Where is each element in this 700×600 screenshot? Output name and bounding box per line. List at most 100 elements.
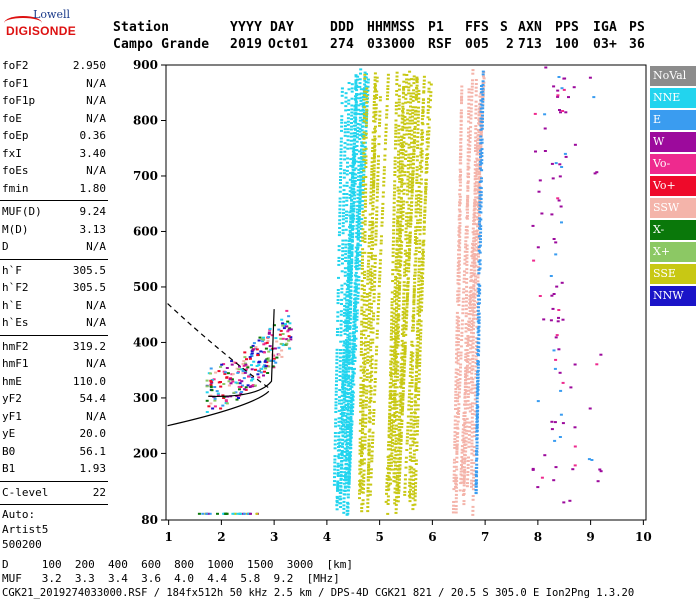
echo-mark bbox=[352, 132, 356, 135]
echo-mark bbox=[355, 309, 359, 312]
echo-mark bbox=[396, 186, 400, 189]
echo-mark bbox=[366, 361, 370, 364]
echo-mark bbox=[596, 480, 600, 483]
echo-mark bbox=[347, 370, 351, 373]
echo-mark bbox=[472, 317, 475, 320]
echo-mark bbox=[342, 511, 346, 514]
echo-mark bbox=[343, 387, 347, 390]
echo-mark bbox=[471, 360, 475, 363]
echo-mark bbox=[367, 259, 371, 262]
echo-mark bbox=[393, 397, 396, 399]
echo-mark bbox=[467, 176, 470, 179]
echo-mark bbox=[393, 404, 397, 407]
echo-mark bbox=[476, 205, 480, 208]
echo-mark bbox=[409, 95, 413, 98]
echo-mark bbox=[352, 142, 356, 145]
echo-mark bbox=[252, 348, 255, 350]
echo-mark bbox=[379, 239, 383, 242]
echo-mark bbox=[341, 411, 344, 414]
echo-mark bbox=[399, 260, 403, 263]
echo-mark bbox=[465, 485, 469, 488]
echo-mark bbox=[359, 72, 362, 75]
echo-mark bbox=[277, 346, 281, 349]
echo-mark bbox=[372, 300, 376, 303]
echo-mark bbox=[417, 185, 421, 188]
echo-mark bbox=[367, 451, 371, 454]
echo-mark bbox=[374, 88, 377, 91]
echo-mark bbox=[343, 459, 347, 462]
echo-mark bbox=[349, 164, 353, 167]
echo-mark bbox=[348, 194, 352, 196]
echo-mark bbox=[467, 98, 471, 101]
echo-mark bbox=[416, 295, 420, 298]
echo-mark bbox=[390, 368, 394, 371]
echo-mark bbox=[354, 81, 358, 84]
echo-mark bbox=[252, 342, 256, 345]
echo-mark bbox=[395, 488, 399, 491]
echo-mark bbox=[351, 395, 355, 398]
echo-mark bbox=[361, 401, 365, 404]
echo-mark bbox=[404, 321, 408, 324]
echo-mark bbox=[382, 166, 386, 169]
echo-mark bbox=[246, 366, 250, 369]
echo-mark bbox=[359, 113, 362, 116]
echo-mark bbox=[412, 426, 416, 429]
echo-mark bbox=[470, 320, 474, 322]
echo-mark bbox=[419, 338, 422, 341]
echo-mark bbox=[373, 131, 377, 134]
echo-mark bbox=[348, 350, 352, 353]
echo-mark bbox=[369, 321, 373, 324]
echo-mark bbox=[222, 363, 226, 366]
echo-mark bbox=[363, 77, 367, 80]
echo-mark bbox=[411, 174, 415, 177]
echo-mark bbox=[274, 361, 278, 364]
echo-mark bbox=[407, 153, 411, 156]
echo-mark bbox=[360, 204, 364, 207]
echo-mark bbox=[361, 136, 365, 139]
echo-mark bbox=[469, 121, 473, 124]
echo-mark bbox=[401, 170, 405, 173]
echo-mark bbox=[394, 368, 397, 371]
echo-mark bbox=[458, 213, 462, 216]
echo-mark bbox=[418, 218, 422, 221]
echo-mark bbox=[361, 210, 365, 213]
echo-mark bbox=[375, 76, 379, 79]
echo-mark bbox=[403, 355, 407, 358]
echo-mark bbox=[465, 432, 468, 435]
echo-mark bbox=[390, 422, 394, 425]
echo-mark bbox=[468, 302, 472, 305]
echo-mark bbox=[393, 407, 397, 410]
echo-mark bbox=[342, 497, 346, 500]
echo-mark bbox=[282, 325, 286, 328]
echo-mark bbox=[344, 378, 348, 381]
echo-mark bbox=[464, 337, 468, 340]
echo-mark bbox=[337, 435, 341, 438]
echo-mark bbox=[337, 245, 341, 248]
echo-mark bbox=[334, 393, 338, 396]
echo-mark bbox=[365, 111, 368, 114]
echo-mark bbox=[391, 390, 395, 393]
echo-mark bbox=[347, 82, 351, 84]
echo-mark bbox=[385, 105, 389, 108]
echo-mark bbox=[406, 185, 410, 188]
echo-mark bbox=[412, 296, 416, 299]
echo-mark bbox=[362, 321, 366, 324]
echo-mark bbox=[414, 378, 418, 381]
echo-mark bbox=[351, 202, 355, 205]
echo-mark bbox=[476, 201, 480, 204]
echo-mark bbox=[458, 168, 462, 171]
echo-mark bbox=[343, 282, 347, 285]
echo-mark bbox=[477, 306, 480, 309]
echo-mark bbox=[342, 409, 346, 411]
echo-mark bbox=[365, 105, 369, 108]
echo-mark bbox=[462, 490, 466, 492]
echo-mark bbox=[452, 465, 456, 468]
echo-mark bbox=[413, 110, 417, 113]
echo-mark bbox=[386, 499, 390, 502]
echo-mark bbox=[373, 107, 377, 110]
echo-mark bbox=[479, 180, 483, 183]
echo-mark bbox=[416, 416, 420, 418]
echo-mark bbox=[365, 299, 369, 302]
echo-mark bbox=[401, 348, 405, 351]
echo-mark bbox=[342, 212, 345, 215]
